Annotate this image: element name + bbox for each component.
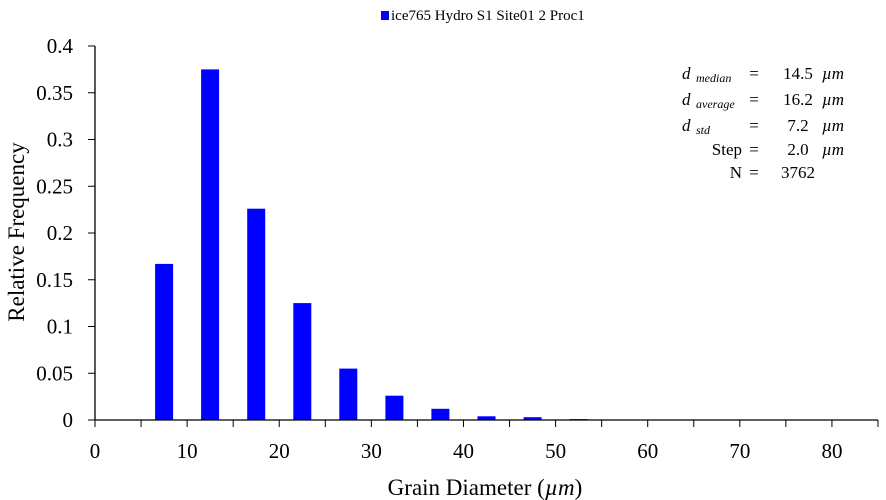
stat-symbol: d bbox=[682, 64, 691, 83]
stat-symbol: d bbox=[682, 116, 691, 135]
y-tick-label: 0.05 bbox=[36, 361, 73, 385]
stat-symbol: d bbox=[682, 90, 691, 109]
y-tick-label: 0.1 bbox=[47, 315, 73, 339]
legend-swatch bbox=[381, 11, 389, 20]
stat-value: 2.0 bbox=[787, 140, 808, 159]
x-tick-label: 80 bbox=[821, 439, 842, 463]
stat-value: 16.2 bbox=[783, 90, 813, 109]
x-axis-title-text: Grain Diameter ( bbox=[388, 475, 545, 500]
x-tick-label: 60 bbox=[637, 439, 658, 463]
bars bbox=[155, 69, 772, 421]
bar bbox=[293, 303, 312, 420]
y-ticks: 0 0.05 0.1 0.15 0.2 0.25 0.3 0.35 0.4 bbox=[36, 34, 95, 432]
y-tick-label: 0 bbox=[63, 408, 74, 432]
y-tick-label: 0.3 bbox=[47, 128, 73, 152]
stat-value: 14.5 bbox=[783, 64, 813, 83]
stat-unit: µm bbox=[822, 64, 844, 83]
y-tick-label: 0.35 bbox=[36, 81, 73, 105]
bar bbox=[523, 417, 542, 420]
stat-value: 3762 bbox=[781, 163, 815, 182]
bar bbox=[477, 416, 496, 420]
stat-row: Step = 2.0 µm bbox=[712, 140, 844, 159]
stat-value: 7.2 bbox=[787, 116, 808, 135]
stat-unit: µm bbox=[822, 90, 844, 109]
x-axis-title-unit: µm bbox=[545, 475, 575, 500]
stat-subscript: median bbox=[696, 71, 731, 85]
stat-equals: = bbox=[749, 163, 759, 182]
stat-unit: µm bbox=[822, 116, 844, 135]
y-tick-label: 0.4 bbox=[47, 34, 74, 58]
stat-equals: = bbox=[749, 140, 759, 159]
x-tick-label: 20 bbox=[269, 439, 290, 463]
stat-row: d median = 14.5 µm bbox=[682, 64, 844, 85]
x-tick-label: 10 bbox=[177, 439, 198, 463]
stat-row: d std = 7.2 µm bbox=[682, 116, 844, 137]
stat-unit: µm bbox=[822, 140, 844, 159]
stat-symbol: Step bbox=[712, 140, 742, 159]
y-axis-title: Relative Frequency bbox=[4, 142, 29, 322]
x-tick-label: 30 bbox=[361, 439, 382, 463]
bar bbox=[247, 208, 266, 420]
x-axis-title: Grain Diameter (µm) bbox=[388, 475, 583, 500]
stat-symbol: N bbox=[730, 163, 742, 182]
x-tick-label: 50 bbox=[545, 439, 566, 463]
stat-subscript: std bbox=[696, 123, 711, 137]
y-tick-label: 0.25 bbox=[36, 174, 73, 198]
x-ticks: 0 10 20 30 40 50 60 70 80 bbox=[90, 420, 879, 463]
stat-equals: = bbox=[749, 64, 759, 83]
stat-subscript: average bbox=[696, 97, 735, 111]
bar bbox=[339, 368, 358, 420]
stat-row: N = 3762 bbox=[730, 163, 815, 182]
x-axis-title-close: ) bbox=[575, 475, 583, 500]
legend-label: ice765 Hydro S1 Site01 2 Proc1 bbox=[391, 8, 585, 24]
bar bbox=[385, 395, 404, 420]
statistics-annotation: d median = 14.5 µmd average = 16.2 µmd std = 7.2 µmS… bbox=[682, 64, 844, 182]
bar bbox=[201, 69, 220, 421]
stat-row: d average = 16.2 µm bbox=[682, 90, 844, 111]
bar bbox=[155, 263, 174, 420]
bar bbox=[431, 408, 450, 420]
y-tick-label: 0.2 bbox=[47, 221, 73, 245]
x-tick-label: 0 bbox=[90, 439, 101, 463]
y-tick-label: 0.15 bbox=[36, 268, 73, 292]
stat-equals: = bbox=[749, 116, 759, 135]
legend: ice765 Hydro S1 Site01 2 Proc1 bbox=[381, 8, 585, 24]
stat-equals: = bbox=[749, 90, 759, 109]
x-tick-label: 70 bbox=[729, 439, 750, 463]
x-tick-label: 40 bbox=[453, 439, 474, 463]
